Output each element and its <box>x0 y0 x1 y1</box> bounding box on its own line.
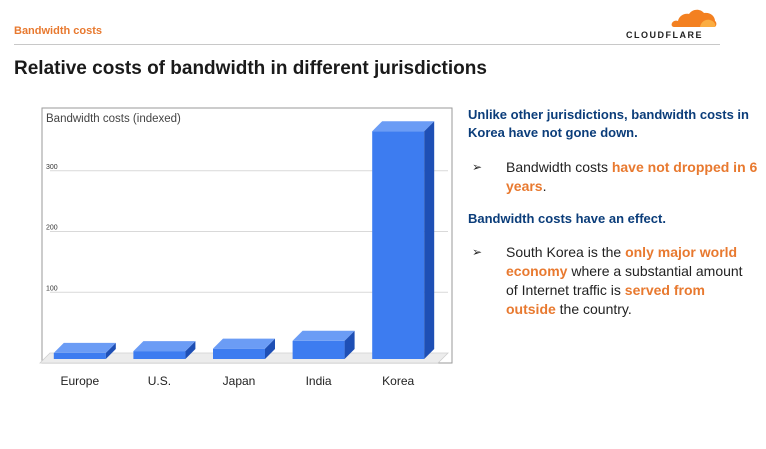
bar-front <box>53 352 106 359</box>
bar-front <box>292 340 345 359</box>
chart-title: Bandwidth costs (indexed) <box>46 113 181 125</box>
bar-side <box>424 121 435 359</box>
bullet-1-text: Bandwidth costs <box>506 159 612 175</box>
y-tick-label: 100 <box>46 285 58 292</box>
x-tick-label: Europe <box>60 374 99 388</box>
x-tick-label: Japan <box>223 374 256 388</box>
bullet-2-text-1: South Korea is the <box>506 244 626 260</box>
header-divider <box>14 44 720 45</box>
bullet-1-highlight: have not dropped in 6 years <box>506 159 758 194</box>
bar-front <box>372 131 425 359</box>
bar-top <box>292 330 355 341</box>
cloud-icon <box>671 9 717 27</box>
bar-top <box>372 121 435 132</box>
bullet-2-text-3: the country. <box>555 301 632 317</box>
bar-korea <box>372 121 435 359</box>
bar-japan <box>213 338 275 359</box>
x-tick-label: Korea <box>382 374 414 388</box>
y-tick-label: 300 <box>46 164 58 171</box>
right-panel: Unlike other jurisdictions, bandwidth co… <box>468 106 758 319</box>
bar-side <box>185 341 196 359</box>
logo-text: CLOUDFLARE <box>626 30 703 40</box>
cloudflare-logo: CLOUDFLARE <box>626 6 718 42</box>
bullet-2-highlight-2: served from outside <box>506 282 705 317</box>
lead-text-2: Bandwidth costs have an effect. <box>468 211 666 226</box>
bullet-2: ➢ South Korea is the only major world ec… <box>468 243 758 319</box>
bar-top <box>213 338 275 349</box>
bar-india <box>292 330 355 359</box>
arrow-bullet-icon: ➢ <box>472 160 483 174</box>
y-tick-label: 200 <box>46 225 58 232</box>
bullet-2-highlight-1: only major world economy <box>506 244 738 279</box>
bandwidth-chart-svg: 100 200 300 Bandwidth costs (indexed) Europe… <box>39 107 453 388</box>
section-label: Bandwidth costs <box>14 25 103 37</box>
arrow-bullet-icon: ➢ <box>472 245 483 259</box>
bar-front <box>133 351 186 359</box>
bullet-1-text-end: . <box>542 178 547 194</box>
bar-top <box>133 341 196 352</box>
bandwidth-chart: 100 200 300 Bandwidth costs (indexed) Europe… <box>30 104 460 394</box>
x-tick-label: India <box>306 374 332 388</box>
bullet-2-text-2: where a substantial amount of Internet t… <box>506 263 743 298</box>
bar-side <box>344 330 355 359</box>
page-title: Relative costs of bandwidth in different… <box>14 58 487 79</box>
bar-side <box>105 342 116 359</box>
lead-text-1: Unlike other jurisdictions, bandwidth co… <box>468 107 749 140</box>
bar-front <box>213 348 265 359</box>
bar-top <box>53 342 116 353</box>
bullet-1: ➢ Bandwidth costs have not dropped in 6 … <box>468 158 758 196</box>
bar-us <box>133 341 196 359</box>
bar-europe <box>53 342 116 359</box>
x-tick-label: U.S. <box>148 374 171 388</box>
bar-side <box>265 338 275 359</box>
